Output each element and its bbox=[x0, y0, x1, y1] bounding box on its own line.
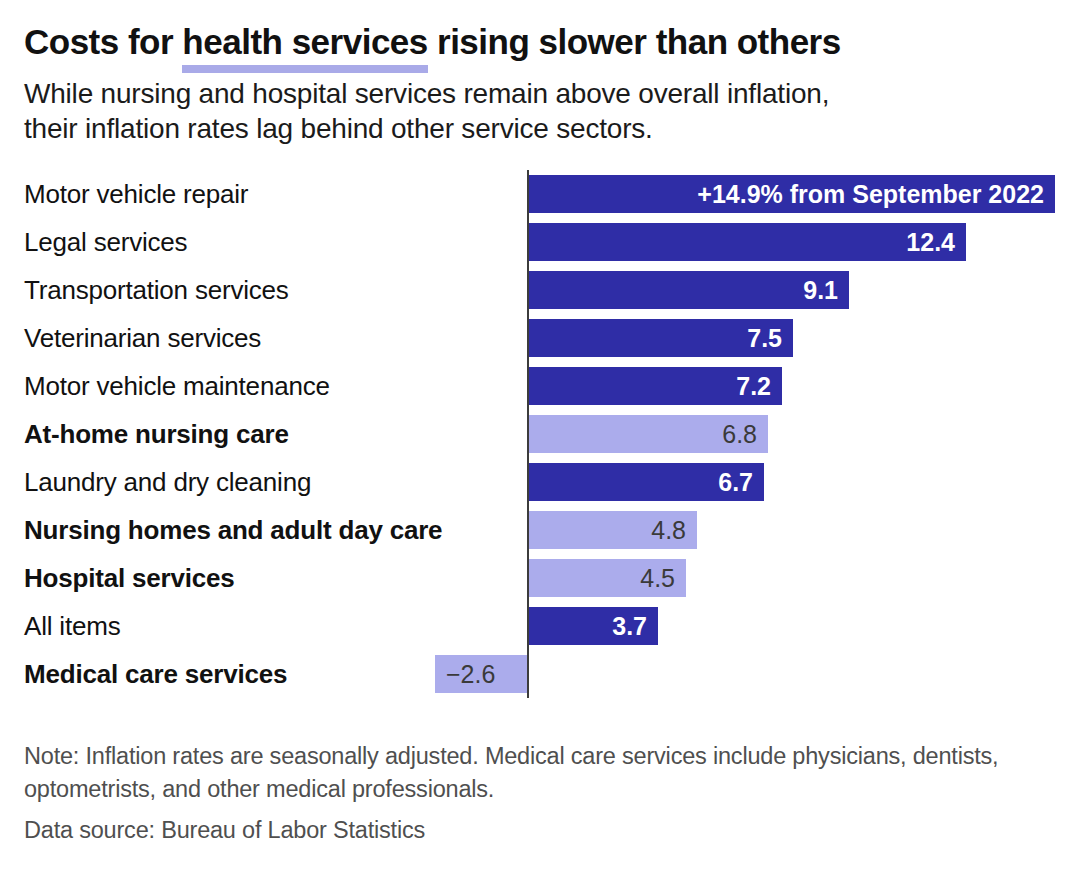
category-label: Nursing homes and adult day care bbox=[24, 509, 527, 551]
bar-area: 3.7 bbox=[527, 607, 1056, 645]
bar-value-label: 12.4 bbox=[906, 228, 955, 257]
bar-value-label: 6.8 bbox=[722, 420, 757, 449]
bar-area: 6.8 bbox=[527, 415, 1056, 453]
page-title: Costs for health services rising slower … bbox=[24, 20, 1056, 64]
chart-row: Nursing homes and adult day care 4.8 bbox=[24, 506, 1056, 554]
subtitle-line-2: their inflation rates lag behind other s… bbox=[24, 111, 1056, 146]
subtitle-line-1: While nursing and hospital services rema… bbox=[24, 76, 1056, 111]
chart-row: Medical care services−2.6 bbox=[24, 650, 1056, 698]
bar-value-label: 6.7 bbox=[718, 468, 753, 497]
bar-value-label: +14.9% from September 2022 bbox=[697, 180, 1044, 209]
chart-row: Motor vehicle maintenance 7.2 bbox=[24, 362, 1056, 410]
value-bar: 7.2 bbox=[527, 367, 782, 405]
bar-value-label: 4.8 bbox=[651, 516, 686, 545]
bar-value-label: 4.5 bbox=[640, 564, 675, 593]
category-label: At-home nursing care bbox=[24, 413, 527, 455]
chart-note: Note: Inflation rates are seasonally adj… bbox=[24, 740, 1044, 806]
chart-row: Transportation services 9.1 bbox=[24, 266, 1056, 314]
bar-value-label: −2.6 bbox=[446, 660, 495, 689]
bar-area: −2.6 bbox=[527, 655, 1056, 693]
category-label: Motor vehicle maintenance bbox=[24, 365, 527, 407]
value-bar: 4.8 bbox=[527, 511, 697, 549]
bar-value-label: 9.1 bbox=[803, 276, 838, 305]
title-prefix: Costs for bbox=[24, 22, 182, 61]
category-label: Legal services bbox=[24, 221, 527, 263]
chart-row: Legal services 12.4 bbox=[24, 218, 1056, 266]
bar-area: 4.8 bbox=[527, 511, 1056, 549]
chart-row: Hospital services 4.5 bbox=[24, 554, 1056, 602]
bar-area: 12.4 bbox=[527, 223, 1056, 261]
bar-value-label: 7.5 bbox=[747, 324, 782, 353]
chart-row: Motor vehicle repair +14.9% from Septembe… bbox=[24, 170, 1056, 218]
category-label: Motor vehicle repair bbox=[24, 173, 527, 215]
bar-value-label: 3.7 bbox=[612, 612, 647, 641]
bar-area: 6.7 bbox=[527, 463, 1056, 501]
bar-area: 7.2 bbox=[527, 367, 1056, 405]
title-highlighted-text: health services bbox=[182, 22, 427, 73]
zero-axis-line bbox=[527, 170, 529, 698]
title-suffix: rising slower than others bbox=[428, 22, 841, 61]
value-bar: 6.7 bbox=[527, 463, 764, 501]
bar-area: 7.5 bbox=[527, 319, 1056, 357]
value-bar: 12.4 bbox=[527, 223, 966, 261]
chart-row: Veterinarian services 7.5 bbox=[24, 314, 1056, 362]
chart-row: All items 3.7 bbox=[24, 602, 1056, 650]
category-label: Transportation services bbox=[24, 269, 527, 311]
bar-chart: Motor vehicle repair +14.9% from Septembe… bbox=[24, 170, 1056, 698]
value-bar: 9.1 bbox=[527, 271, 849, 309]
value-bar: 7.5 bbox=[527, 319, 793, 357]
category-label: Veterinarian services bbox=[24, 317, 527, 359]
bar-area: 4.5 bbox=[527, 559, 1056, 597]
value-bar: 4.5 bbox=[527, 559, 686, 597]
chart-row: At-home nursing care 6.8 bbox=[24, 410, 1056, 458]
chart-subtitle: While nursing and hospital services rema… bbox=[24, 76, 1056, 146]
chart-row: Laundry and dry cleaning 6.7 bbox=[24, 458, 1056, 506]
category-label: Hospital services bbox=[24, 557, 527, 599]
bar-value-label: 7.2 bbox=[736, 372, 771, 401]
category-label: Laundry and dry cleaning bbox=[24, 461, 527, 503]
value-bar: 6.8 bbox=[527, 415, 768, 453]
value-bar: 3.7 bbox=[527, 607, 658, 645]
bar-area: 9.1 bbox=[527, 271, 1056, 309]
category-label: All items bbox=[24, 605, 527, 647]
value-bar: +14.9% from September 2022 bbox=[527, 175, 1055, 213]
chart-card: Costs for health services rising slower … bbox=[0, 0, 1080, 844]
data-source: Data source: Bureau of Labor Statistics bbox=[24, 817, 1056, 844]
value-bar: −2.6 bbox=[435, 655, 527, 693]
bar-area: +14.9% from September 2022 bbox=[527, 175, 1056, 213]
